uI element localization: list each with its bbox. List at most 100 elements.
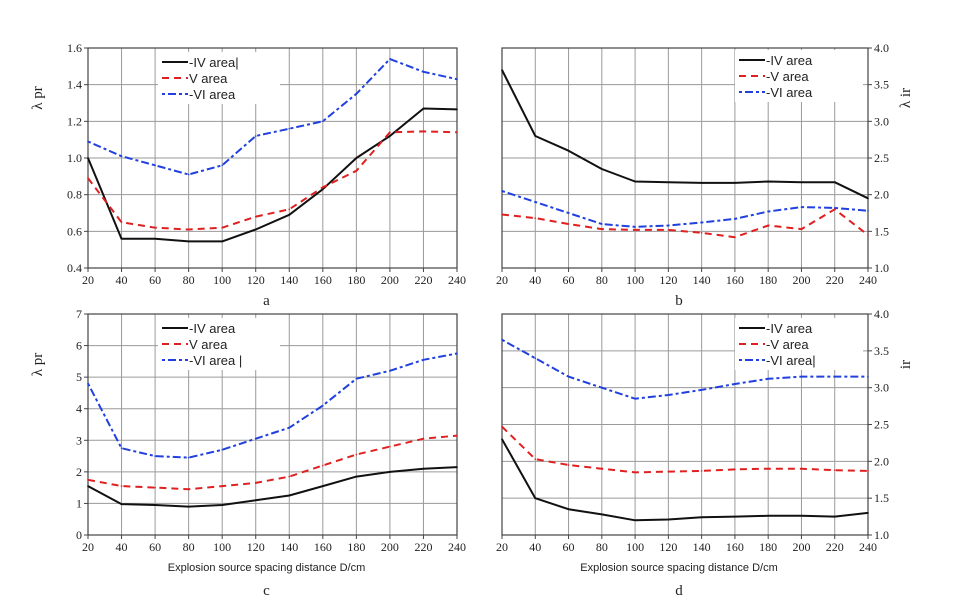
x-tick-label: 80 (183, 540, 195, 554)
data-point-iv (456, 108, 458, 111)
x-tick-label: 120 (659, 273, 677, 287)
data-point-vi (254, 135, 257, 137)
data-point-vi (567, 212, 570, 214)
x-tick-label: 220 (414, 540, 432, 554)
y-tick-label: 6 (76, 339, 82, 353)
x-tick-label: 200 (792, 540, 810, 554)
data-point-vi (87, 382, 89, 385)
series-line-vi (87, 352, 458, 459)
legend-label-vi: -VI area | (189, 353, 242, 368)
x-tick-label: 200 (792, 273, 810, 287)
data-point-vi (501, 190, 503, 192)
data-point-vi (187, 456, 190, 459)
x-tick-label: 140 (280, 273, 298, 287)
data-point-v (456, 434, 458, 437)
x-tick-label: 100 (213, 273, 231, 287)
data-point-v (120, 221, 123, 223)
x-tick-label: 80 (596, 273, 608, 287)
y-tick-label: 4 (76, 402, 82, 416)
data-point-v (567, 464, 570, 466)
data-point-iv (867, 512, 869, 514)
data-point-v (154, 486, 156, 489)
data-point-iv (767, 180, 769, 183)
data-point-v (221, 485, 223, 487)
series-line-v (501, 208, 869, 239)
data-point-v (288, 475, 291, 478)
y-axis-label: ir (898, 360, 914, 369)
data-point-iv (833, 515, 836, 518)
data-point-v (534, 458, 537, 460)
data-point-iv (534, 497, 537, 499)
x-tick-label: 200 (381, 540, 399, 554)
data-point-v (389, 131, 391, 134)
data-point-v (833, 469, 836, 471)
x-axis-label: Explosion source spacing distance D/cm (580, 562, 777, 574)
data-point-v (601, 228, 603, 230)
data-point-v (187, 488, 190, 491)
x-tick-label: 20 (82, 540, 94, 554)
x-tick-label: 100 (626, 273, 644, 287)
panel-label: b (675, 293, 683, 309)
x-tick-label: 160 (726, 540, 744, 554)
data-point-v (422, 130, 425, 133)
x-tick-label: 240 (448, 540, 466, 554)
series-line-vi (501, 338, 868, 400)
data-point-vi (221, 448, 223, 451)
data-point-iv (355, 475, 358, 478)
legend-label-vi: -VI area (189, 87, 236, 102)
data-point-v (288, 208, 291, 211)
x-tick-label: 80 (596, 540, 608, 554)
y-tick-label: 1.6 (67, 41, 82, 55)
x-tick-label: 120 (659, 540, 677, 554)
y-axis-label: λ pr (30, 353, 46, 377)
x-tick-label: 180 (347, 540, 365, 554)
data-point-vi (601, 386, 603, 389)
y-axis-label: λ ir (898, 88, 914, 108)
x-tick-label: 40 (116, 273, 128, 287)
data-point-iv (734, 182, 736, 184)
data-point-iv (456, 466, 458, 468)
data-point-vi (355, 93, 358, 95)
legend-label-v: V area (189, 337, 228, 352)
x-tick-label: 140 (280, 540, 298, 554)
data-point-v (634, 229, 636, 231)
x-tick-label: 60 (563, 273, 575, 287)
data-point-v (734, 236, 736, 238)
data-point-vi (833, 207, 836, 209)
legend-label-v: -V area (766, 337, 809, 352)
data-point-iv (734, 515, 736, 518)
data-point-v (700, 470, 703, 472)
x-tick-label: 140 (693, 273, 711, 287)
data-point-iv (422, 107, 425, 110)
data-point-vi (833, 375, 836, 378)
legend-d: -IV area-V area-VI area| (735, 318, 863, 370)
y-tick-label: 3.5 (874, 344, 889, 358)
data-point-iv (154, 237, 156, 240)
x-tick-label: 20 (496, 273, 508, 287)
x-axis-label: Explosion source spacing distance D/cm (168, 562, 365, 574)
legend-b: -IV area-V area-VI area (735, 50, 863, 102)
legend-label-vi: -VI area (766, 85, 813, 100)
legend-label-vi: -VI area| (766, 353, 816, 368)
data-point-v (322, 186, 324, 189)
data-point-vi (800, 375, 803, 378)
data-point-vi (154, 164, 156, 167)
data-point-iv (422, 467, 425, 470)
data-point-v (867, 234, 869, 236)
legend-label-iv: -IV area (189, 321, 236, 336)
y-tick-label: 1.4 (67, 78, 82, 92)
series-line-vi (87, 58, 458, 176)
data-point-vi (634, 226, 636, 228)
data-point-v (734, 468, 736, 471)
panel-label: a (263, 293, 270, 309)
data-point-iv (288, 214, 291, 216)
data-point-iv (767, 515, 769, 517)
x-tick-label: 40 (529, 273, 541, 287)
data-point-v (254, 215, 257, 218)
data-point-iv (700, 516, 703, 519)
x-tick-label: 200 (381, 273, 399, 287)
x-tick-label: 120 (247, 273, 265, 287)
legend-a: -IV area|V area-VI area (158, 52, 280, 104)
x-tick-label: 220 (826, 273, 844, 287)
